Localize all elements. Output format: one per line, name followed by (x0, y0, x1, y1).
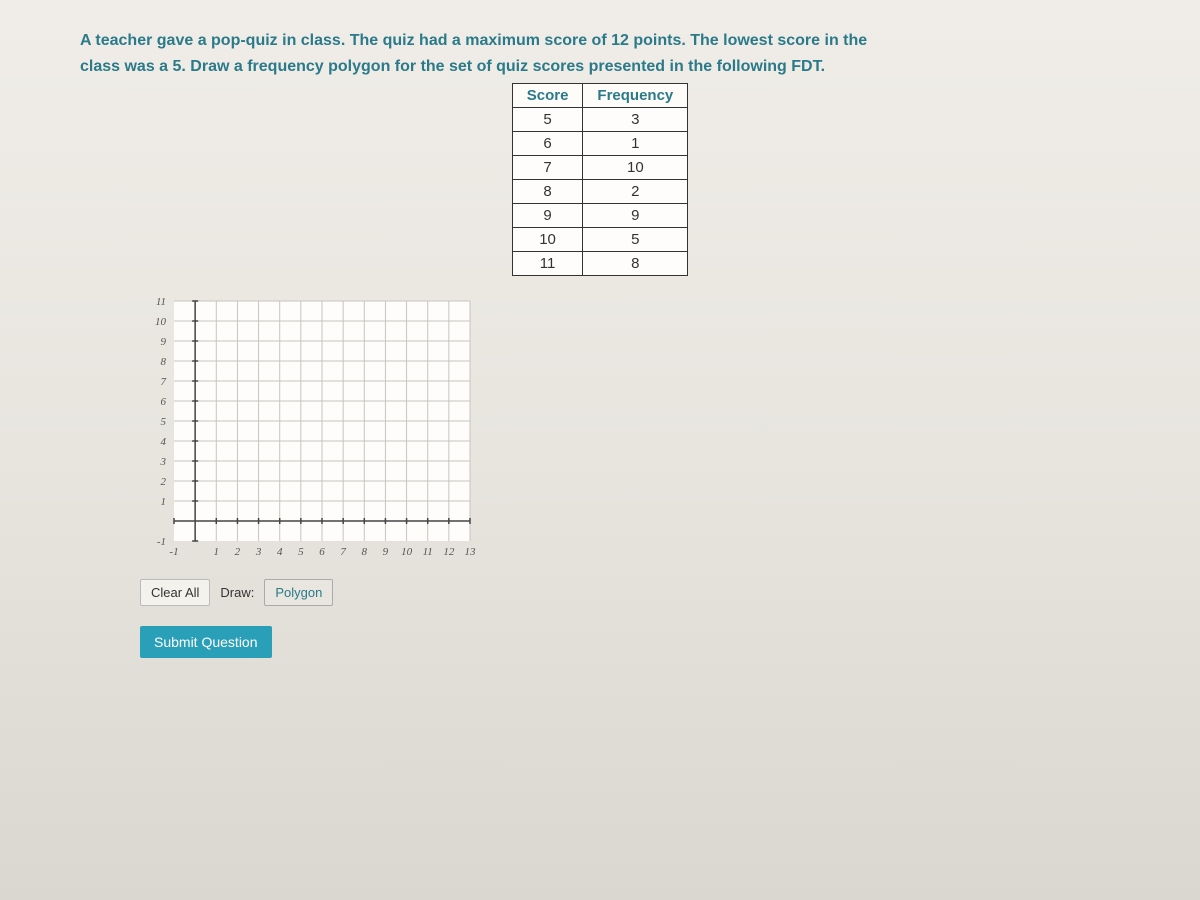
svg-text:2: 2 (235, 546, 241, 558)
svg-text:2: 2 (161, 476, 167, 488)
svg-text:8: 8 (161, 356, 167, 368)
svg-text:13: 13 (465, 546, 477, 558)
score-cell: 6 (512, 131, 583, 155)
frequency-cell: 10 (583, 155, 688, 179)
fdt-table: Score Frequency 53617108299105118 (512, 83, 689, 276)
svg-text:6: 6 (319, 546, 325, 558)
svg-text:3: 3 (160, 456, 167, 468)
chart-area[interactable]: -112345678910111213-11234567891011 (140, 291, 1120, 571)
table-row: 99 (512, 203, 688, 227)
fdt-header-frequency: Frequency (583, 83, 688, 107)
table-row: 61 (512, 131, 688, 155)
score-cell: 5 (512, 107, 583, 131)
svg-text:5: 5 (161, 416, 167, 428)
svg-text:10: 10 (155, 316, 167, 328)
question-line-1: A teacher gave a pop-quiz in class. The … (80, 30, 1120, 52)
frequency-cell: 5 (583, 227, 688, 251)
svg-text:5: 5 (298, 546, 304, 558)
frequency-cell: 9 (583, 203, 688, 227)
svg-text:10: 10 (401, 546, 413, 558)
table-row: 53 (512, 107, 688, 131)
table-row: 82 (512, 179, 688, 203)
score-cell: 7 (512, 155, 583, 179)
svg-text:7: 7 (161, 376, 167, 388)
svg-text:11: 11 (156, 296, 166, 308)
svg-text:7: 7 (340, 546, 346, 558)
svg-text:3: 3 (255, 546, 262, 558)
polygon-tool-button[interactable]: Polygon (264, 579, 333, 606)
svg-text:4: 4 (277, 546, 283, 558)
frequency-cell: 3 (583, 107, 688, 131)
chart-controls: Clear All Draw: Polygon (140, 579, 1120, 606)
svg-text:6: 6 (161, 396, 167, 408)
svg-text:12: 12 (443, 546, 455, 558)
svg-text:8: 8 (362, 546, 368, 558)
draw-label: Draw: (216, 580, 258, 605)
frequency-cell: 8 (583, 251, 688, 275)
score-cell: 9 (512, 203, 583, 227)
svg-text:-1: -1 (169, 546, 178, 558)
svg-text:1: 1 (161, 496, 167, 508)
clear-all-button[interactable]: Clear All (140, 579, 210, 606)
svg-text:1: 1 (214, 546, 220, 558)
svg-text:9: 9 (383, 546, 389, 558)
score-cell: 10 (512, 227, 583, 251)
fdt-header-score: Score (512, 83, 583, 107)
svg-text:-1: -1 (157, 536, 166, 548)
table-row: 118 (512, 251, 688, 275)
frequency-cell: 2 (583, 179, 688, 203)
svg-text:4: 4 (161, 436, 167, 448)
svg-text:11: 11 (423, 546, 433, 558)
question-line-2: class was a 5. Draw a frequency polygon … (80, 56, 1120, 78)
frequency-polygon-grid[interactable]: -112345678910111213-11234567891011 (140, 291, 480, 571)
submit-question-button[interactable]: Submit Question (140, 626, 272, 658)
frequency-cell: 1 (583, 131, 688, 155)
score-cell: 11 (512, 251, 583, 275)
table-row: 710 (512, 155, 688, 179)
svg-text:9: 9 (161, 336, 167, 348)
score-cell: 8 (512, 179, 583, 203)
table-row: 105 (512, 227, 688, 251)
